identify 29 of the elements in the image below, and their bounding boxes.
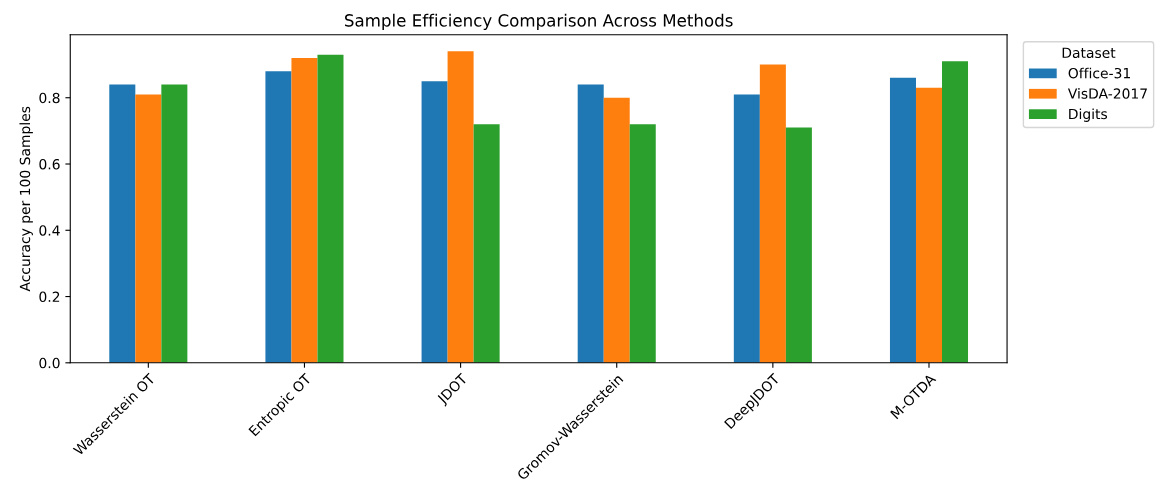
y-tick-label: 0.4 [39, 225, 60, 236]
bar [629, 124, 656, 363]
bar [421, 81, 448, 363]
legend-label: Digits [1069, 108, 1108, 122]
bar [109, 84, 136, 363]
bar [447, 51, 474, 363]
bar [577, 84, 604, 363]
chart-title: Sample Efficiency Comparison Across Methods [345, 13, 733, 30]
bar [759, 64, 786, 363]
bar [473, 124, 500, 363]
y-tick-label: 0.8 [39, 92, 60, 104]
legend-label: Office-31 [1068, 67, 1130, 79]
bar [889, 77, 916, 363]
bar [603, 97, 630, 363]
y-axis-title: Accuracy per 100 Samples [19, 106, 33, 292]
bar [265, 71, 292, 363]
bar [291, 57, 318, 363]
bar [942, 61, 969, 363]
bar [135, 94, 162, 363]
legend-title: Dataset [1062, 47, 1116, 59]
bar [161, 84, 188, 363]
legend-label: VisDA-2017 [1067, 88, 1147, 99]
bar [915, 87, 942, 363]
bar [317, 54, 344, 363]
bar [733, 94, 760, 363]
y-tick-label: 0.6 [39, 158, 60, 170]
y-tick-label: 0.2 [39, 291, 60, 303]
y-tick-label: 0.0 [39, 357, 60, 369]
bar [785, 127, 812, 363]
